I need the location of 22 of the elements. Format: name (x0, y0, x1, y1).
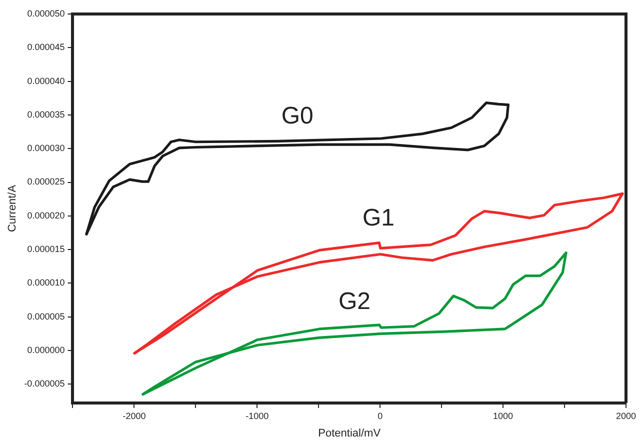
y-tick-label: 0.000030 (27, 143, 65, 154)
y-tick-label: 0.000025 (27, 176, 65, 187)
y-tick-label: 0.000005 (27, 311, 65, 322)
y-tick-label: 0.000035 (27, 109, 65, 120)
y-axis-title: Current/A (6, 184, 19, 232)
series-label: G2 (338, 288, 370, 316)
y-tick-label: -0.000005 (24, 378, 65, 389)
x-tick-label: 1000 (493, 410, 514, 421)
y-tick-label: 0.000040 (27, 76, 65, 86)
y-tick-label: 0.000015 (27, 244, 65, 254)
x-tick-label: -2000 (122, 410, 146, 421)
x-tick-label: 0 (378, 410, 383, 421)
x-tick-label: 2000 (616, 410, 636, 421)
y-tick-label: 0.000050 (27, 8, 65, 18)
series-label: G0 (281, 102, 314, 130)
y-tick-label: 0.000045 (27, 42, 65, 52)
x-axis-title: Potential/mV (318, 427, 382, 440)
x-tick-label: -1000 (246, 410, 269, 421)
y-tick-label: 0.000020 (27, 210, 65, 220)
y-tick-label: 0.000010 (27, 278, 65, 288)
y-tick-label: 0.000000 (27, 344, 65, 355)
series-label: G1 (362, 204, 395, 232)
